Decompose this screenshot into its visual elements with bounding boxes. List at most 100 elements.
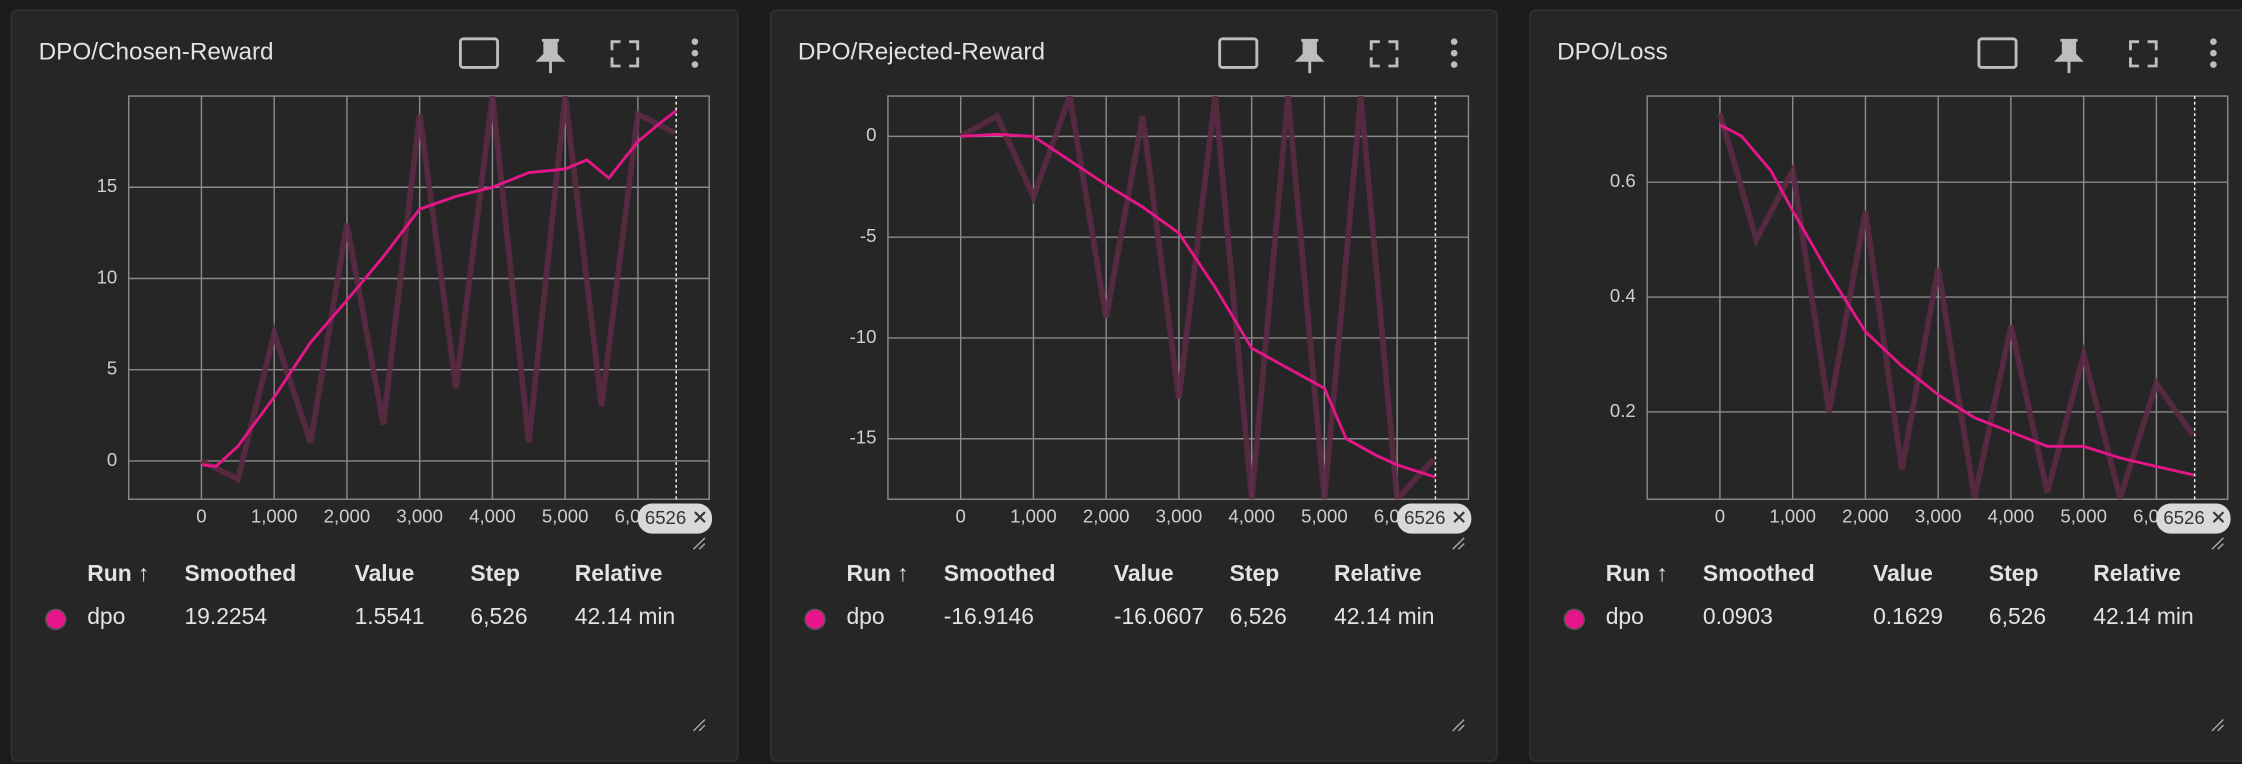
raw-line (1717, 112, 2196, 500)
menu-dot (1450, 61, 1458, 68)
resize-handle (2211, 537, 2224, 550)
resize-handle (1452, 718, 1465, 732)
resize-handle (692, 718, 706, 732)
y-tick-label: -5 (860, 225, 877, 246)
table-cell: 42.14 min (575, 603, 675, 629)
y-tick-label: 5 (107, 358, 117, 379)
resize-handle (692, 537, 706, 550)
x-tick-label: 0 (1715, 506, 1725, 527)
y-tick-label: -10 (850, 326, 877, 347)
run-color-dot[interactable] (1563, 608, 1585, 631)
card: DPO/Rejected-Reward 0 -5 -10 -15 0 1,000 2,000 3… (769, 9, 1498, 762)
step-marker-chip[interactable] (2156, 503, 2231, 534)
toolbar (458, 37, 699, 74)
fit-icon[interactable] (1977, 37, 2018, 69)
pin-icon[interactable] (2054, 38, 2084, 74)
x-tick-label: 2,000 (1842, 506, 1889, 527)
run-color-dot[interactable] (45, 608, 67, 631)
fullscreen-icon[interactable] (2129, 40, 2158, 68)
menu-dot (691, 49, 699, 57)
plot (959, 96, 1436, 500)
x-tick-label: 3,000 (396, 506, 443, 527)
y-tick-label: 0.2 (1610, 400, 1636, 421)
table-header: Run ↑ (1606, 560, 1668, 586)
smoothed-line (960, 132, 1436, 479)
step-marker-label: 6526 (2163, 507, 2204, 528)
smoothed-line (201, 109, 678, 468)
table-header: Value (1873, 560, 1933, 586)
pin-icon[interactable] (535, 38, 566, 74)
table-cell: dpo (846, 603, 884, 629)
x-tick-label: 1,000 (251, 506, 298, 527)
x-tick-label: 5,000 (1301, 506, 1348, 527)
step-marker-chip[interactable] (637, 503, 713, 534)
y-tick-label: 15 (97, 175, 118, 196)
table-cell: 19.2254 (184, 603, 267, 629)
table-cell: 6,526 (1230, 603, 1287, 629)
menu-dot (1450, 49, 1458, 57)
card-bg (769, 9, 1498, 762)
table-cell: -16.0607 (1114, 603, 1204, 629)
fit-icon[interactable] (1218, 37, 1259, 69)
run-color-dot[interactable] (804, 608, 826, 631)
card-title: DPO/Loss (1557, 39, 1668, 66)
y-tick-label: 0.4 (1610, 285, 1636, 306)
card: DPO/Chosen-Reward 0 5 10 15 0 1,000 2,000 3,000 4… (10, 9, 739, 762)
card-bg (1529, 9, 2242, 762)
table-header: Run ↑ (87, 560, 149, 586)
y-tick-label: 10 (97, 266, 118, 287)
table-cell: 42.14 min (1334, 603, 1434, 629)
fullscreen-icon[interactable] (1369, 40, 1399, 68)
plot (1717, 112, 2196, 500)
plot-frame (1646, 95, 2229, 500)
x-tick-label: 2,000 (1083, 506, 1130, 527)
table-header: Value (355, 560, 415, 586)
raw-line (200, 96, 676, 484)
table-header: Step (1989, 560, 2039, 586)
table-header: Smoothed (1703, 560, 1815, 586)
table-header: Relative (1334, 560, 1422, 586)
table-header: Smoothed (944, 560, 1056, 586)
fullscreen-icon[interactable] (610, 40, 640, 68)
table-header: Value (1114, 560, 1174, 586)
y-tick-label: 0 (107, 449, 117, 470)
step-marker-label: 6526 (645, 507, 686, 528)
plot (200, 96, 678, 484)
step-marker-close[interactable] (2212, 511, 2225, 523)
step-marker-chip[interactable] (1396, 503, 1472, 534)
menu-dot (691, 38, 699, 45)
menu-dot (2210, 61, 2217, 68)
pin-icon[interactable] (1294, 38, 1325, 74)
table-cell: -16.9146 (944, 603, 1034, 629)
menu-dot (2210, 38, 2217, 45)
menu-icon[interactable] (691, 38, 699, 68)
menu-dot (691, 61, 699, 68)
table-cell: 42.14 min (2093, 603, 2193, 629)
table-header: Relative (575, 560, 663, 586)
y-tick-label: 0.6 (1610, 170, 1636, 191)
toolbar (1218, 37, 1458, 74)
toolbar (1977, 37, 2217, 74)
table-cell: 0.1629 (1873, 603, 1943, 629)
step-marker-label: 6526 (1404, 507, 1445, 528)
raw-line (959, 96, 1436, 500)
y-tick-label: -15 (850, 427, 877, 448)
fit-icon[interactable] (458, 37, 500, 69)
resize-handle (1452, 537, 1465, 550)
table-header: Step (1230, 560, 1280, 586)
smoothed-line (1719, 123, 2195, 477)
menu-icon[interactable] (1450, 38, 1458, 68)
x-tick-label: 4,000 (1228, 506, 1275, 527)
card: DPO/Loss 0.2 0.4 0.6 0 1,000 2,000 3,000 4,000 5,… (1529, 9, 2242, 762)
table-header: Smoothed (184, 560, 296, 586)
card-title: DPO/Rejected-Reward (798, 39, 1045, 66)
card-title: DPO/Chosen-Reward (39, 39, 274, 66)
menu-icon[interactable] (2210, 38, 2217, 68)
x-tick-label: 3,000 (1156, 506, 1202, 527)
step-marker-close[interactable] (1453, 511, 1465, 523)
x-tick-label: 5,000 (2060, 506, 2107, 527)
table-header: Relative (2093, 560, 2181, 586)
table-header: Run ↑ (846, 560, 908, 586)
x-tick-label: 1,000 (1010, 506, 1057, 527)
step-marker-close[interactable] (694, 511, 706, 523)
